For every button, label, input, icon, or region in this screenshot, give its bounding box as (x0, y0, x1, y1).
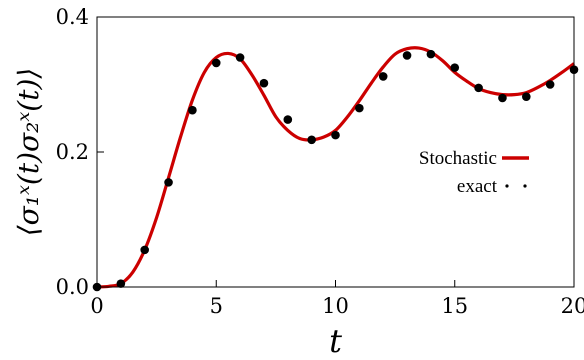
data-point-exact (379, 72, 388, 81)
data-point-exact (427, 50, 436, 59)
x-tick-label: 5 (210, 294, 223, 318)
data-point-exact (522, 92, 531, 101)
data-point-exact (331, 131, 340, 140)
legend-marker-exact (523, 184, 526, 187)
x-tick-label: 15 (441, 294, 468, 318)
data-point-exact (474, 84, 483, 93)
x-axis-title: t (329, 322, 342, 360)
y-tick-label: 0.0 (56, 275, 89, 299)
data-point-exact (188, 106, 197, 115)
x-tick-label: 0 (90, 294, 103, 318)
legend-label-exact: exact (457, 176, 498, 197)
data-point-exact (284, 115, 293, 124)
data-point-exact (236, 53, 245, 62)
data-point-exact (307, 136, 316, 145)
legend-marker-exact (505, 184, 508, 187)
data-point-exact (450, 63, 459, 72)
x-tick-label: 20 (561, 294, 584, 318)
data-point-exact (164, 178, 173, 187)
legend-label-stochastic: Stochastic (419, 148, 497, 169)
data-point-exact (498, 94, 507, 103)
y-tick-label: 0.4 (56, 5, 89, 29)
y-tick-label: 0.2 (56, 140, 89, 164)
data-point-exact (260, 79, 269, 88)
data-point-exact (212, 59, 221, 68)
y-axis-title: ⟨σ₁ˣ(t)σ₂ˣ(t)⟩ (12, 68, 45, 237)
data-point-exact (140, 246, 149, 255)
data-point-exact (403, 51, 412, 60)
x-tick-label: 10 (322, 294, 349, 318)
data-point-exact (546, 80, 555, 89)
data-point-exact (355, 104, 364, 113)
